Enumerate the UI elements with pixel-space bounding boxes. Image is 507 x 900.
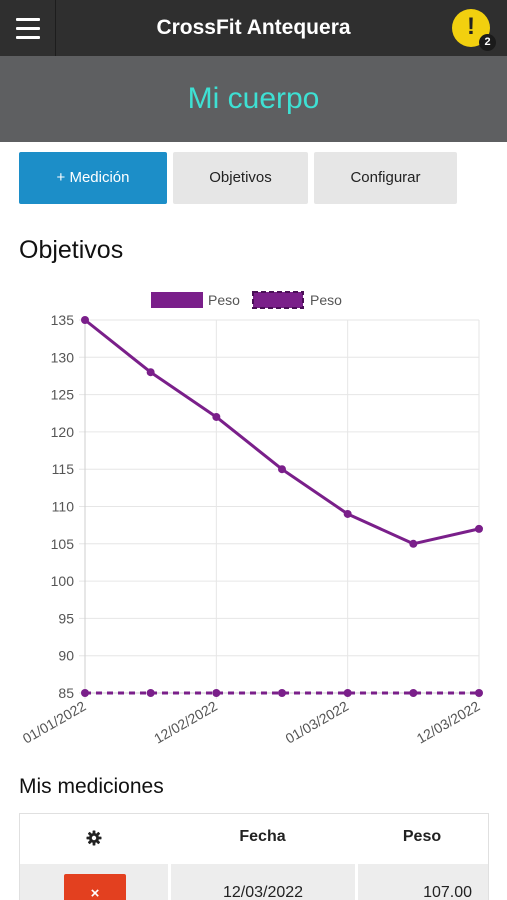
weight-data-point [409,539,418,548]
settings-button[interactable]: Configurar [314,152,457,204]
exclamation-icon: ! [467,13,475,40]
y-tick-label: 100 [51,573,75,589]
y-tick-label: 115 [52,461,75,477]
add-measurement-button[interactable]: + Medición [19,152,167,204]
delete-measurement-button[interactable]: × [64,874,126,900]
menu-line [15,35,40,39]
weight-data-point [81,316,89,324]
row-actions-cell: × [20,864,168,900]
column-header-peso[interactable]: Peso [402,828,442,845]
measurements-title: Mis mediciones [19,775,164,798]
row-date-cell: 12/03/2022 [171,864,355,900]
weight-line-chart: 135 130 125 120 115 110 105 100 95 90 8501/01/2022… [20,291,483,747]
goals-section-title: Objetivos [19,236,124,264]
weight-data-point [278,465,286,474]
weight-data-point [475,524,483,533]
goal-data-point [212,689,221,697]
goal-data-point [409,689,418,697]
weight-data-point [343,509,352,518]
y-tick-label: 130 [51,349,75,365]
menu-line [15,26,40,30]
legend-swatch-dashed [252,291,304,309]
legend-label: Peso [310,292,342,308]
legend-swatch-solid [151,292,203,308]
notification-count-badge: 2 [479,34,496,51]
legend-label: Peso [208,292,240,308]
measurements-table: Fecha Peso × 12/03/2022 107.00 [19,813,489,900]
page-title: Mi cuerpo [187,82,320,115]
goals-button[interactable]: Objetivos [173,152,308,204]
x-tick-label: 01/03/2022 [282,698,351,747]
row-weight-cell: 107.00 [358,864,488,900]
y-tick-label: 105 [51,536,75,552]
goal-data-point [475,689,483,697]
notifications-button[interactable]: ! 2 [452,9,496,51]
gear-icon [86,830,102,851]
y-tick-label: 90 [58,648,74,664]
goal-data-point [278,689,286,697]
y-tick-label: 95 [58,610,74,626]
goal-data-point [81,689,89,697]
x-tick-label: 01/01/2022 [20,698,89,747]
weight-data-point [146,368,155,377]
row-date: 12/03/2022 [222,884,304,900]
goal-data-point [146,689,155,697]
goal-data-point [343,689,352,697]
x-tick-label: 12/03/2022 [414,698,483,747]
top-bar: CrossFit Antequera ! 2 [0,0,507,56]
table-row: × 12/03/2022 107.00 [20,864,488,900]
menu-line [15,17,40,21]
y-tick-label: 85 [58,685,74,701]
weight-data-point [212,412,221,421]
page-header: Mi cuerpo [0,56,507,142]
hamburger-menu-icon[interactable] [0,0,56,56]
row-weight: 107.00 [423,884,472,900]
y-tick-label: 110 [52,499,75,515]
y-tick-label: 120 [51,424,75,440]
column-header-fecha[interactable]: Fecha [239,828,286,845]
x-tick-label: 12/02/2022 [151,698,220,747]
y-tick-label: 135 [51,312,75,328]
y-tick-label: 125 [51,387,75,403]
app-title: CrossFit Antequera [156,16,351,39]
